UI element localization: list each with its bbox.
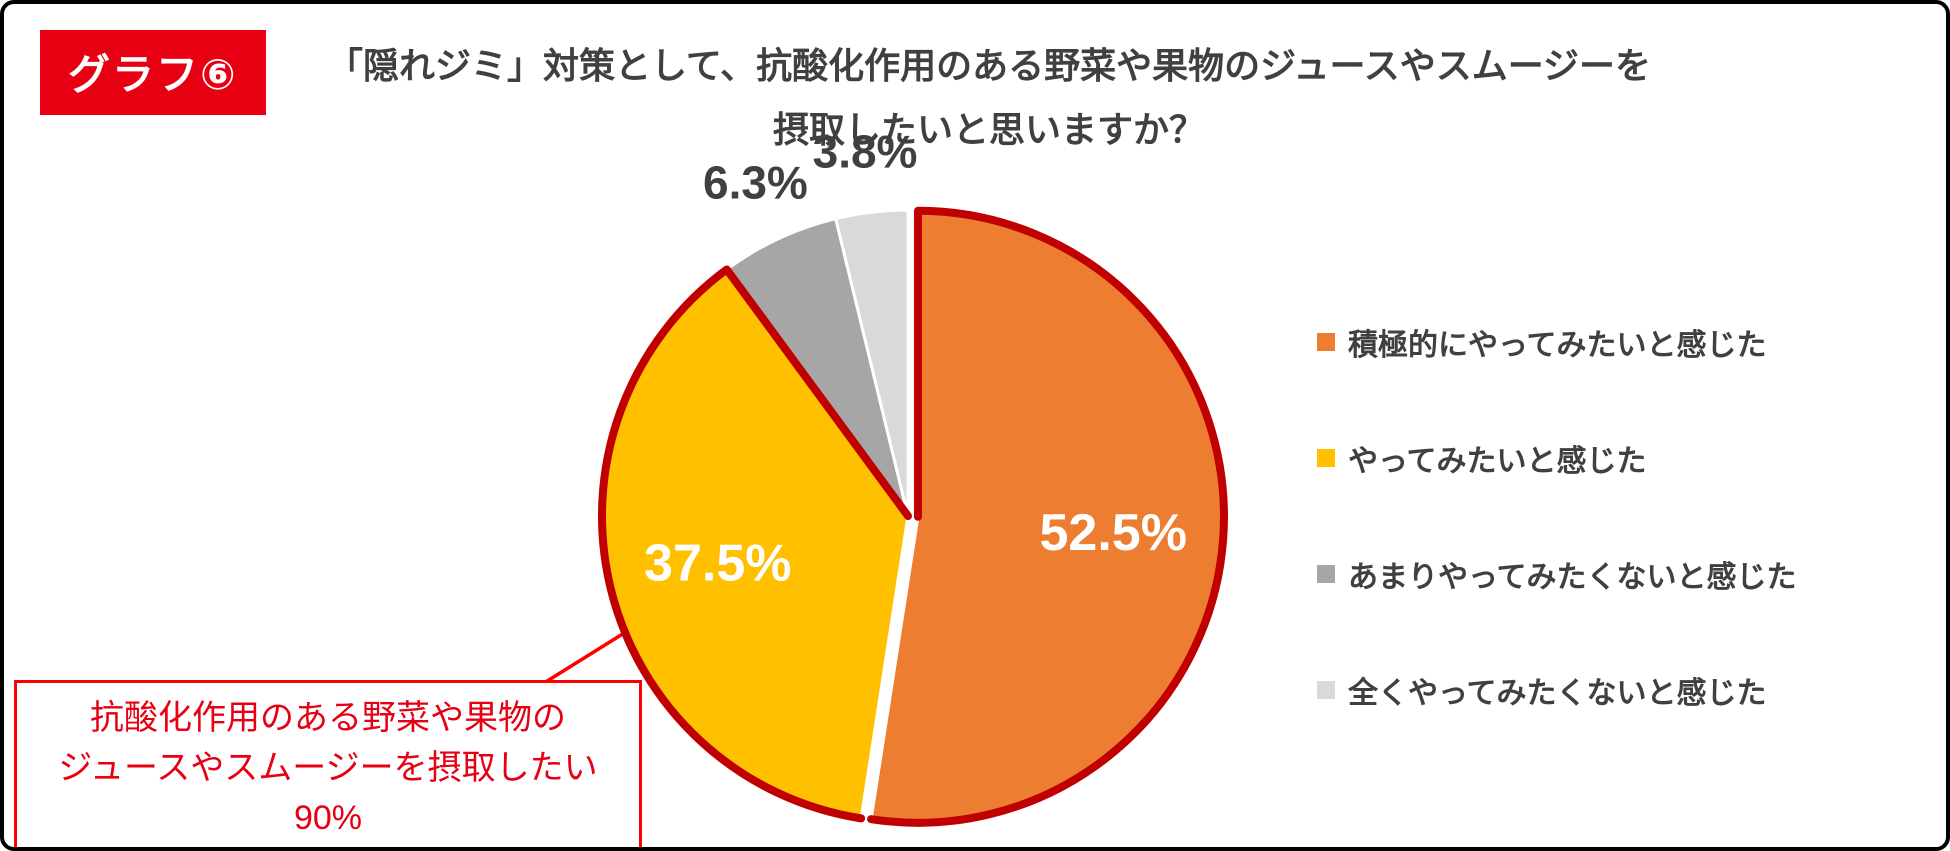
- legend-item: 全くやってみたくないと感じた: [1317, 668, 1797, 712]
- legend-label: あまりやってみたくないと感じた: [1348, 561, 1797, 594]
- slice-value-label-1: 37.5%: [644, 535, 791, 593]
- chart-title: 「隠れジミ」対策として、抗酸化作用のある野菜や果物のジュースやスムージーを 摂取…: [279, 34, 1699, 162]
- legend-label: 全くやってみたくないと感じた: [1348, 677, 1767, 710]
- legend-swatch-lightgray: [1317, 681, 1335, 699]
- highlight-outline-90pct: [598, 206, 1228, 827]
- slice-value-label-2: 6.3%: [703, 157, 808, 209]
- pie-slice-3: [834, 208, 910, 518]
- slice-value-label-3: 3.8%: [813, 125, 918, 177]
- legend-item: やってみたいと感じた: [1317, 436, 1797, 480]
- legend-swatch-yellow: [1317, 449, 1335, 467]
- legend-item: 積極的にやってみたいと感じた: [1317, 320, 1797, 364]
- callout-line3: 90%: [293, 799, 363, 837]
- callout-line2: ジュースやスムージーを摂取したい: [58, 749, 598, 787]
- graph-number-badge: グラフ⑥: [40, 30, 266, 115]
- chart-title-line2: 摂取したいと思いますか？: [772, 109, 1205, 150]
- legend-item: あまりやってみたくないと感じた: [1317, 552, 1797, 596]
- callout-line1: 抗酸化作用のある野菜や果物の: [90, 699, 566, 737]
- slice-value-label-0: 52.5%: [1040, 504, 1187, 562]
- legend: 積極的にやってみたいと感じた やってみたいと感じた あまりやってみたくないと感じ…: [1317, 320, 1797, 784]
- pie-chart: 52.5% 37.5% 6.3%3.8%: [543, 125, 1228, 827]
- legend-swatch-orange: [1317, 333, 1335, 351]
- legend-label: 積極的にやってみたいと感じた: [1348, 329, 1767, 362]
- legend-label: やってみたいと感じた: [1348, 445, 1647, 478]
- legend-swatch-gray: [1317, 565, 1335, 583]
- chart-title-line1: 「隠れジミ」対策として、抗酸化作用のある野菜や果物のジュースやスムージーを: [326, 45, 1652, 86]
- callout-box: 抗酸化作用のある野菜や果物の ジュースやスムージーを摂取したい 90%: [14, 680, 642, 847]
